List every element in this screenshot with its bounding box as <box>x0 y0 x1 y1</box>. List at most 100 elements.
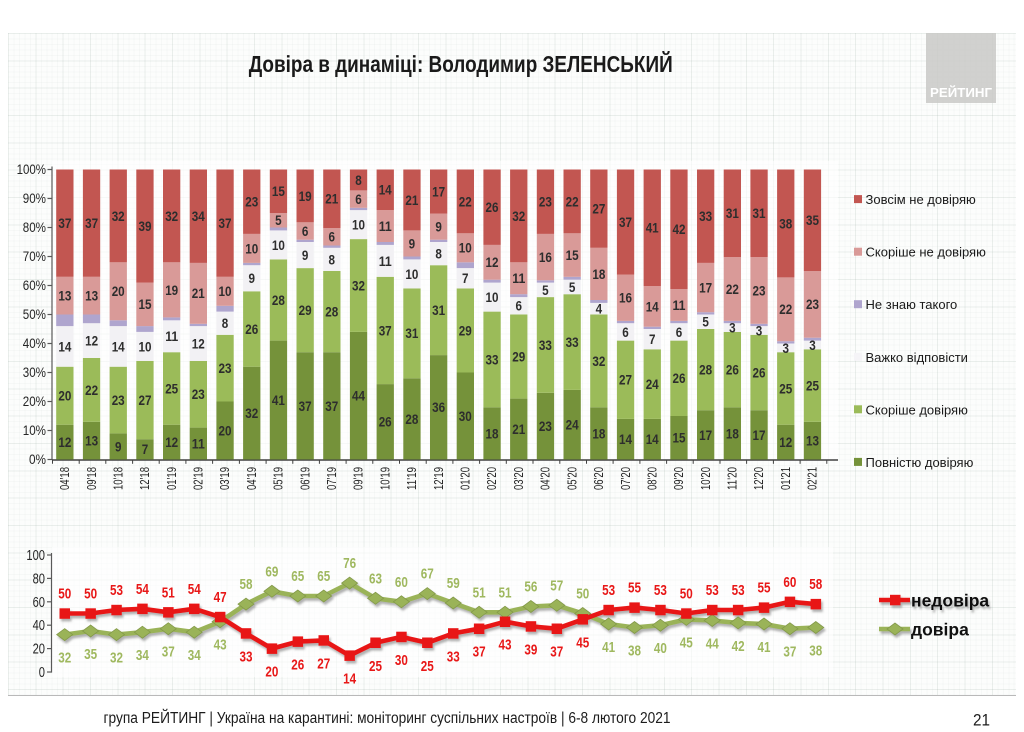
svg-text:23: 23 <box>539 418 552 434</box>
svg-text:12: 12 <box>192 335 205 351</box>
svg-text:39: 39 <box>524 641 537 658</box>
svg-text:5: 5 <box>542 282 549 298</box>
svg-text:12'18: 12'18 <box>138 467 152 490</box>
svg-text:6: 6 <box>622 324 629 340</box>
svg-text:14: 14 <box>619 431 632 447</box>
svg-text:21: 21 <box>325 191 338 207</box>
svg-text:04'18: 04'18 <box>58 467 72 490</box>
svg-text:33: 33 <box>566 334 579 350</box>
svg-text:53: 53 <box>602 582 615 599</box>
svg-text:34: 34 <box>136 647 150 664</box>
svg-text:34: 34 <box>192 208 205 224</box>
svg-text:6: 6 <box>516 298 523 314</box>
svg-text:41: 41 <box>272 392 285 408</box>
svg-text:20: 20 <box>112 283 125 299</box>
svg-text:16: 16 <box>619 290 632 306</box>
svg-text:6: 6 <box>355 191 362 207</box>
svg-text:38: 38 <box>628 643 641 660</box>
svg-text:6: 6 <box>329 229 336 245</box>
svg-text:32: 32 <box>110 650 123 667</box>
svg-text:37: 37 <box>299 398 312 414</box>
svg-text:3: 3 <box>756 322 763 338</box>
svg-text:22: 22 <box>779 301 792 317</box>
svg-text:32: 32 <box>512 208 525 224</box>
svg-text:31: 31 <box>432 302 445 318</box>
svg-text:9: 9 <box>249 270 256 286</box>
svg-text:24: 24 <box>566 417 579 433</box>
svg-text:37: 37 <box>325 398 338 414</box>
svg-text:53: 53 <box>110 582 123 599</box>
svg-text:32: 32 <box>165 208 178 224</box>
svg-text:41: 41 <box>758 639 771 656</box>
svg-text:25: 25 <box>779 380 792 396</box>
svg-text:10: 10 <box>459 240 472 256</box>
svg-text:18: 18 <box>726 425 739 441</box>
svg-text:37: 37 <box>379 322 392 338</box>
svg-text:10: 10 <box>139 338 152 354</box>
svg-text:59: 59 <box>447 575 460 592</box>
svg-text:43: 43 <box>499 637 512 654</box>
svg-text:21: 21 <box>192 285 205 301</box>
svg-text:30%: 30% <box>23 364 46 380</box>
svg-text:35: 35 <box>84 646 97 663</box>
svg-text:25: 25 <box>806 377 819 393</box>
svg-text:45: 45 <box>680 634 693 651</box>
svg-text:37: 37 <box>85 215 98 231</box>
svg-text:5: 5 <box>275 212 282 228</box>
svg-text:11: 11 <box>165 328 178 344</box>
svg-text:41: 41 <box>602 639 615 656</box>
svg-text:9: 9 <box>409 235 416 251</box>
svg-text:33: 33 <box>447 648 460 665</box>
svg-text:6: 6 <box>302 223 309 239</box>
svg-text:7: 7 <box>462 270 469 286</box>
svg-text:03'20: 03'20 <box>512 467 526 490</box>
svg-text:20: 20 <box>33 642 45 658</box>
svg-text:51: 51 <box>473 584 486 601</box>
svg-text:17: 17 <box>699 427 712 443</box>
svg-text:23: 23 <box>219 360 232 376</box>
svg-text:12'20: 12'20 <box>752 467 766 490</box>
svg-text:12: 12 <box>486 254 499 270</box>
svg-text:01'19: 01'19 <box>165 467 179 490</box>
svg-text:18: 18 <box>592 425 605 441</box>
svg-text:09'19: 09'19 <box>352 467 366 490</box>
svg-text:37: 37 <box>219 215 232 231</box>
svg-text:80%: 80% <box>23 219 46 235</box>
svg-text:11: 11 <box>379 253 392 269</box>
svg-text:58: 58 <box>240 576 253 593</box>
svg-text:11: 11 <box>379 218 392 234</box>
svg-text:0: 0 <box>39 665 45 681</box>
svg-text:22: 22 <box>566 193 579 209</box>
svg-text:Довіра в динаміці: Володимир З: Довіра в динаміці: Володимир ЗЕЛЕНСЬКИЙ <box>249 50 673 77</box>
svg-text:Важко відповісти: Важко відповісти <box>866 350 968 365</box>
svg-text:26: 26 <box>486 199 499 215</box>
svg-text:14: 14 <box>112 338 125 354</box>
svg-text:10: 10 <box>219 283 232 299</box>
svg-text:21: 21 <box>973 711 990 730</box>
svg-text:26: 26 <box>753 364 766 380</box>
svg-text:44: 44 <box>706 636 720 653</box>
svg-text:27: 27 <box>317 655 330 672</box>
svg-text:06'19: 06'19 <box>298 467 312 490</box>
svg-text:27: 27 <box>139 392 152 408</box>
svg-text:53: 53 <box>654 582 667 599</box>
svg-text:37: 37 <box>162 644 175 661</box>
svg-text:20: 20 <box>219 422 232 438</box>
svg-text:19: 19 <box>165 282 178 298</box>
svg-text:22: 22 <box>726 281 739 297</box>
svg-text:40: 40 <box>654 640 667 657</box>
svg-text:3: 3 <box>729 319 736 335</box>
svg-text:56: 56 <box>524 579 537 596</box>
svg-text:55: 55 <box>628 580 641 597</box>
svg-text:13: 13 <box>85 433 98 449</box>
svg-text:53: 53 <box>732 582 745 599</box>
svg-text:3: 3 <box>783 340 790 356</box>
svg-text:13: 13 <box>58 288 71 304</box>
svg-text:50: 50 <box>680 586 693 603</box>
svg-text:26: 26 <box>291 657 304 674</box>
svg-text:02'19: 02'19 <box>192 467 206 490</box>
svg-text:32: 32 <box>58 650 71 667</box>
svg-text:11: 11 <box>673 297 686 313</box>
svg-text:12'19: 12'19 <box>432 467 446 490</box>
svg-text:7: 7 <box>142 441 149 457</box>
